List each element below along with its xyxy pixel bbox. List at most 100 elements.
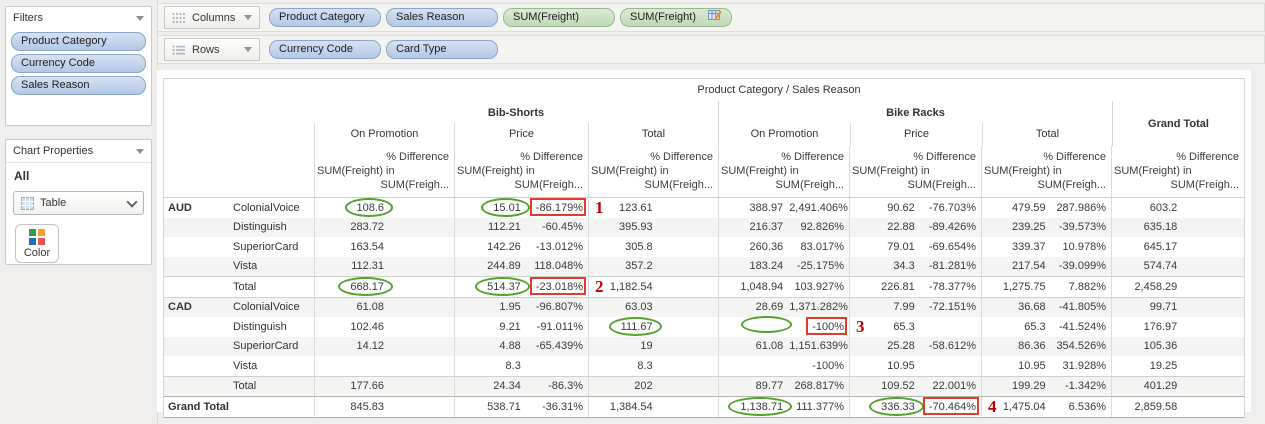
cell-sum-freight[interactable]: 61.08 — [755, 340, 784, 353]
cell-sum-freight[interactable]: 99.71 — [1149, 301, 1178, 314]
cell-sum-freight[interactable]: 202 — [634, 380, 653, 393]
cell-sum-freight[interactable]: 65.3 — [893, 320, 915, 333]
cell-sum-freight[interactable]: 15.01 — [455, 197, 530, 217]
cell-pct-difference[interactable]: 83.017% — [800, 240, 844, 253]
cell-sum-freight[interactable]: 86.36 — [1018, 340, 1046, 353]
cell-pct-difference[interactable]: -39.099% — [1058, 260, 1106, 273]
cell-pct-difference[interactable]: -100% — [812, 359, 844, 372]
columns-pill-sum-freight-[interactable]: SUM(Freight) — [620, 8, 732, 27]
category-header-label[interactable]: Bike Racks — [886, 107, 945, 119]
chart-type-dropdown[interactable]: Table — [13, 191, 144, 215]
measure-header[interactable]: % Difference SUM(Freight) in SUM(Freigh... — [588, 146, 718, 197]
rows-pill-currency-code[interactable]: Currency Code — [269, 40, 381, 59]
cell-sum-freight[interactable]: 142.26 — [487, 240, 521, 253]
currency-code-label[interactable]: Grand Total — [168, 400, 229, 413]
cell-pct-difference[interactable]: 10.978% — [1062, 240, 1106, 253]
color-button[interactable]: Color — [15, 224, 59, 263]
cell-sum-freight[interactable]: 79.01 — [887, 240, 915, 253]
cell-pct-difference[interactable]: -69.654% — [928, 240, 976, 253]
card-type-label[interactable]: Total — [233, 280, 257, 293]
cell-sum-freight[interactable]: 239.25 — [1012, 221, 1046, 234]
measure-header[interactable]: % Difference SUM(Freight) in SUM(Freigh... — [454, 146, 588, 197]
cell-sum-freight[interactable]: 395.93 — [619, 221, 653, 234]
columns-pill-sum-freight-[interactable]: SUM(Freight) — [503, 8, 615, 27]
cell-pct-difference[interactable]: -91.011% — [536, 320, 583, 333]
cell-sum-freight[interactable]: 260.36 — [749, 240, 784, 253]
cell-sum-freight[interactable] — [719, 316, 793, 334]
sales-reason-header[interactable]: Price — [454, 123, 588, 146]
cell-sum-freight[interactable]: 7.99 — [893, 301, 915, 314]
measure-header[interactable]: % Difference SUM(Freight) in SUM(Freigh... — [1111, 146, 1244, 197]
card-type-label[interactable]: Vista — [233, 359, 258, 372]
card-type-label[interactable]: SuperiorCard — [233, 340, 299, 353]
cell-sum-freight[interactable]: 574.74 — [1143, 260, 1178, 273]
cell-sum-freight[interactable]: 2,859.58 — [1134, 400, 1178, 413]
cell-sum-freight[interactable]: 8.3 — [505, 359, 521, 372]
cell-pct-difference[interactable]: 268.817% — [794, 380, 844, 393]
cell-sum-freight[interactable]: 112.21 — [487, 221, 521, 234]
cell-pct-difference[interactable]: -100% 3 — [789, 317, 864, 336]
cell-pct-difference[interactable]: -58.612% — [928, 340, 976, 353]
cell-sum-freight[interactable]: 538.71 — [487, 400, 521, 413]
cell-sum-freight[interactable]: 336.33 — [850, 396, 924, 416]
measure-header[interactable]: % Difference SUM(Freight) in SUM(Freigh... — [849, 146, 981, 197]
cell-sum-freight[interactable]: 635.18 — [1143, 221, 1178, 234]
card-type-label[interactable]: Total — [233, 380, 257, 393]
cell-sum-freight[interactable]: 1,048.94 — [740, 280, 784, 293]
cell-sum-freight[interactable]: 357.2 — [625, 260, 653, 273]
cell-sum-freight[interactable]: 603.2 — [1149, 201, 1178, 214]
cell-pct-difference[interactable]: 22.001% — [932, 380, 976, 393]
cell-sum-freight[interactable]: 645.17 — [1143, 240, 1178, 253]
cell-pct-difference[interactable]: -39.573% — [1058, 221, 1106, 234]
sales-reason-header[interactable]: On Promotion — [750, 128, 819, 140]
cell-pct-difference[interactable]: 1,151.639% — [789, 340, 848, 353]
cell-sum-freight[interactable]: 24.34 — [493, 380, 521, 393]
cell-sum-freight[interactable]: 90.62 — [887, 201, 915, 214]
columns-pill-sales-reason[interactable]: Sales Reason — [386, 8, 498, 27]
cell-sum-freight[interactable]: 388.97 — [749, 201, 784, 214]
cell-pct-difference[interactable]: -13.012% — [535, 240, 583, 253]
sales-reason-header[interactable]: Price — [850, 123, 982, 146]
cell-sum-freight[interactable]: 105.36 — [1143, 340, 1178, 353]
filter-pill-sales-reason[interactable]: Sales Reason — [11, 76, 146, 95]
card-type-label[interactable]: Vista — [233, 260, 258, 273]
cell-sum-freight[interactable]: 216.37 — [749, 221, 784, 234]
cell-pct-difference[interactable]: -72.151% — [928, 301, 976, 314]
sales-reason-header[interactable]: On Promotion — [314, 123, 454, 146]
cell-sum-freight[interactable]: 226.81 — [881, 280, 915, 293]
cell-sum-freight[interactable]: 65.3 — [1024, 320, 1046, 333]
cell-pct-difference[interactable]: -1.342% — [1065, 380, 1106, 393]
cell-sum-freight[interactable]: 1,384.54 — [609, 400, 653, 413]
cell-pct-difference[interactable]: -86.179% 1 — [527, 198, 603, 217]
cell-pct-difference[interactable]: 103.927% — [794, 280, 844, 293]
card-type-label[interactable]: ColonialVoice — [233, 301, 300, 314]
cell-pct-difference[interactable]: -78.377% — [928, 280, 976, 293]
card-type-label[interactable]: Distinguish — [233, 320, 287, 333]
cell-sum-freight[interactable]: 25.28 — [887, 340, 915, 353]
chart-properties-header[interactable]: Chart Properties — [6, 140, 151, 162]
cell-sum-freight[interactable]: 123.61 — [619, 201, 653, 214]
cell-pct-difference[interactable]: -36.31% — [542, 400, 583, 413]
cell-pct-difference[interactable]: 31.928% — [1062, 359, 1106, 372]
cell-pct-difference[interactable]: 111.377% — [796, 400, 844, 413]
cell-pct-difference[interactable]: -96.807% — [535, 301, 583, 314]
cell-sum-freight[interactable]: 8.3 — [637, 359, 653, 372]
cell-sum-freight[interactable]: 10.95 — [1018, 359, 1046, 372]
cell-sum-freight[interactable]: 845.83 — [350, 400, 385, 413]
cell-sum-freight[interactable]: 19 — [640, 340, 653, 353]
cell-pct-difference[interactable]: 1,371.282% — [789, 301, 848, 314]
cell-pct-difference[interactable]: -25.175% — [796, 260, 844, 273]
cell-sum-freight[interactable]: 22.88 — [887, 221, 915, 234]
cell-pct-difference[interactable]: 118.048% — [534, 260, 583, 273]
cell-sum-freight[interactable]: 63.03 — [625, 301, 653, 314]
cell-sum-freight[interactable]: 111.67 — [589, 316, 662, 336]
cell-pct-difference[interactable]: 6.536% — [1068, 400, 1106, 413]
cell-sum-freight[interactable]: 1,475.04 — [1002, 400, 1046, 413]
cell-pct-difference[interactable]: 92.826% — [800, 221, 844, 234]
cell-sum-freight[interactable]: 163.54 — [350, 240, 385, 253]
cell-sum-freight[interactable]: 401.29 — [1143, 380, 1178, 393]
cell-sum-freight[interactable]: 109.52 — [881, 380, 915, 393]
cell-sum-freight[interactable]: 102.46 — [350, 320, 385, 333]
cell-sum-freight[interactable]: 1,138.71 — [719, 396, 792, 416]
rows-pill-card-type[interactable]: Card Type — [386, 40, 498, 59]
